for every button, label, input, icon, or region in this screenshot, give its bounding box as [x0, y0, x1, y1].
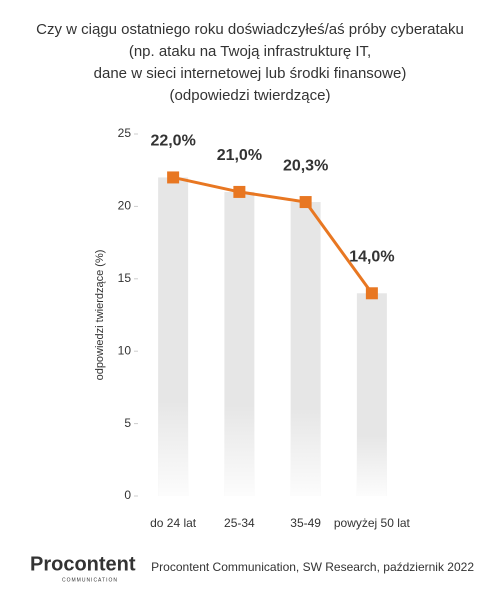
chart-title: (np. ataku na Twoją infrastrukturę IT,: [129, 43, 371, 60]
y-tick-label: 10: [118, 343, 132, 357]
y-tick-label: 0: [124, 488, 131, 502]
data-label: 22,0%: [150, 133, 195, 150]
y-tick-label: 25: [118, 126, 132, 140]
x-tick-label: do 24 lat: [150, 516, 197, 530]
x-tick-label: 25-34: [224, 516, 255, 530]
marker: [167, 171, 180, 184]
marker: [365, 287, 378, 300]
data-label: 20,3%: [283, 157, 328, 174]
line: [172, 175, 374, 295]
chart-title: dane w sieci internetowej lub środki fin…: [94, 65, 407, 82]
x-tick-label: powyżej 50 lat: [334, 516, 411, 530]
marker: [299, 196, 312, 209]
chart-title: Czy w ciągu ostatniego roku doświadczyłe…: [36, 21, 464, 38]
bar-fade: [356, 293, 387, 496]
y-tick-label: 5: [124, 416, 131, 430]
marker: [233, 185, 246, 198]
bar-fade: [158, 177, 189, 496]
y-tick-label: 20: [118, 199, 132, 213]
chart-title: (odpowiedzi twierdzące): [170, 87, 331, 104]
data-label: 14,0%: [349, 248, 394, 265]
y-axis-label: odpowiedzi twierdzące (%): [94, 250, 106, 381]
source: Procontent Communication, SW Research, p…: [151, 560, 474, 574]
x-tick-label: 35-49: [290, 516, 321, 530]
logo-sub: COMMUNICATION: [62, 577, 118, 583]
bar-fade: [290, 202, 321, 496]
y-tick-label: 15: [118, 271, 132, 285]
data-label: 21,0%: [217, 147, 262, 164]
logo: Procontent: [30, 553, 136, 575]
bar-fade: [224, 191, 255, 497]
